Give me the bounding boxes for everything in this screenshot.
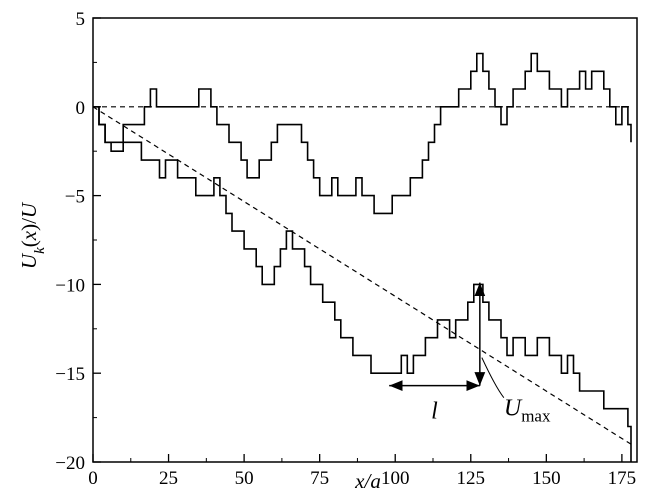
y-tick-label: −15 (55, 364, 85, 385)
dashed-line-3 (92, 106, 632, 445)
x-tick-label: 100 (381, 468, 410, 489)
y-tick-label: −5 (65, 187, 85, 208)
x-tick-label: 0 (88, 468, 98, 489)
x-tick-label: 50 (235, 468, 254, 489)
x-tick-label: 150 (532, 468, 561, 489)
umax-leader (481, 357, 505, 398)
annotation-group: l Umax (389, 282, 551, 426)
umax-label-subscript: max (521, 407, 551, 426)
series-line-0 (93, 52, 632, 215)
x-tick-label: 25 (159, 468, 178, 489)
y-axis-title: Uk(x)/U (17, 201, 48, 269)
x-tick-label: 175 (608, 468, 637, 489)
plot-frame (92, 17, 638, 463)
umax-label: Umax (504, 396, 551, 426)
y-tick-label: 0 (76, 98, 86, 119)
y-axis-title-subscript: k (32, 247, 48, 254)
y-tick-label: 5 (76, 9, 86, 30)
series-group (92, 52, 632, 462)
x-axis-title: x/a (354, 469, 381, 493)
series-line-1 (93, 106, 632, 462)
y-tick-label: −20 (55, 453, 85, 474)
x-tick-label: 125 (457, 468, 486, 489)
length-label: l (431, 399, 438, 425)
y-tick-label: −10 (55, 275, 85, 296)
x-tick-label: 75 (310, 468, 329, 489)
